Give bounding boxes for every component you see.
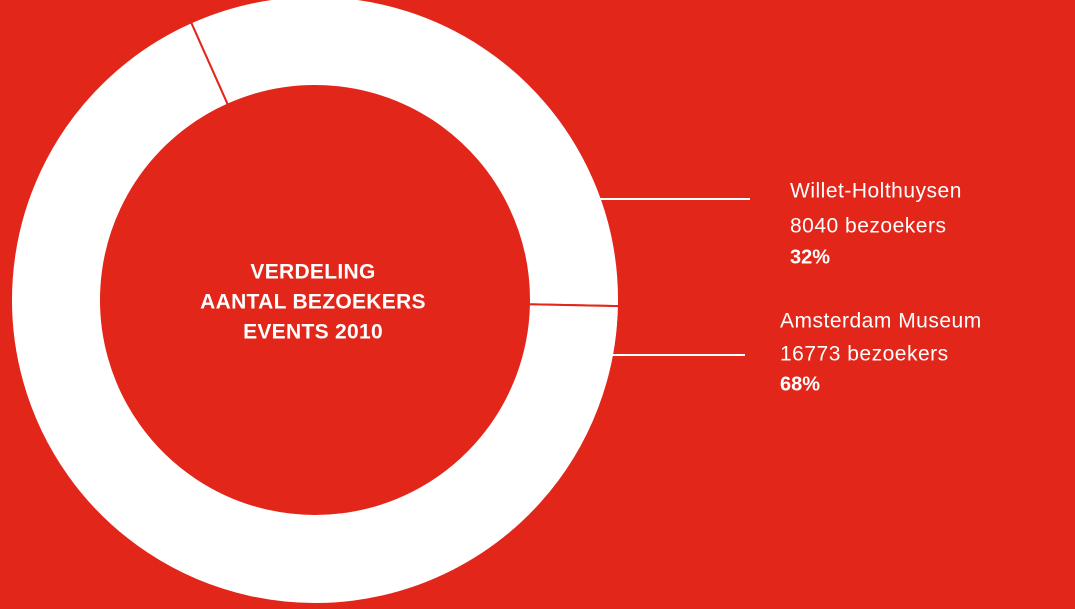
- visitor-count: 8040 bezoekers: [790, 215, 946, 238]
- data-label: 32%: [790, 246, 830, 268]
- data-label: 68%: [780, 373, 820, 395]
- legend-label: Willet-Holthuysen: [790, 180, 962, 203]
- donut-segment: [10, 21, 620, 605]
- donut: [10, 0, 620, 605]
- visitor-count: 16773 bezoekers: [780, 343, 949, 366]
- donut-segment: [189, 0, 620, 308]
- chart-title: EVENTS 2010: [243, 321, 383, 344]
- chart-title: AANTAL BEZOEKERS: [200, 291, 426, 314]
- legend-label: Amsterdam Museum: [780, 310, 982, 333]
- chart-title: VERDELING: [250, 261, 375, 284]
